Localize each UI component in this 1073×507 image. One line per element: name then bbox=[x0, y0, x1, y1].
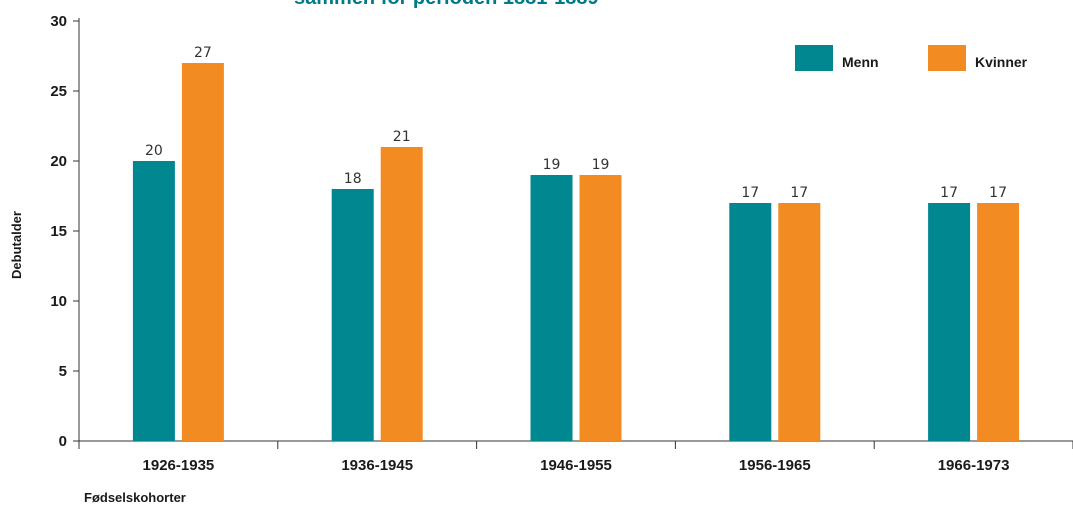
y-tick-label: 30 bbox=[50, 13, 67, 30]
bar-kvinner bbox=[181, 63, 224, 441]
bars bbox=[132, 63, 1020, 441]
data-label-kvinner: 19 bbox=[592, 157, 610, 173]
bar-menn bbox=[530, 175, 573, 441]
data-label-kvinner: 21 bbox=[393, 129, 411, 145]
y-tick-label: 20 bbox=[50, 153, 67, 170]
y-axis-title: Debutalder bbox=[9, 211, 24, 279]
bar-kvinner bbox=[380, 147, 423, 441]
x-axis: 1926-1935 1936-1945 1946-1955 1956-1965 1966… bbox=[78, 440, 1073, 474]
y-tick-label: 25 bbox=[50, 83, 67, 100]
x-axis-title: Fødselskohorter bbox=[84, 490, 186, 505]
data-label-menn: 18 bbox=[344, 171, 362, 187]
y-tick-label: 0 bbox=[59, 433, 67, 450]
bar-menn bbox=[928, 203, 971, 441]
chart-title-fragment: sammen for perioden 1881-1889 bbox=[294, 0, 599, 9]
x-category-label: 1926-1935 bbox=[143, 457, 215, 474]
bar-menn bbox=[729, 203, 772, 441]
x-category-label: 1956-1965 bbox=[739, 457, 811, 474]
legend-label-menn: Menn bbox=[842, 54, 879, 70]
bar-menn bbox=[132, 161, 175, 441]
data-label-kvinner: 17 bbox=[989, 185, 1007, 201]
legend-swatch-kvinner bbox=[928, 45, 966, 71]
bar-kvinner bbox=[977, 203, 1020, 441]
y-tick-label: 5 bbox=[59, 363, 67, 380]
y-axis: 0 5 10 15 20 25 30 bbox=[50, 13, 80, 450]
y-tick-label: 10 bbox=[50, 293, 67, 310]
x-category-label: 1936-1945 bbox=[341, 457, 413, 474]
bar-menn bbox=[331, 189, 374, 441]
x-category-label: 1966-1973 bbox=[938, 457, 1010, 474]
bar-kvinner bbox=[579, 175, 622, 441]
y-tick-label: 15 bbox=[50, 223, 67, 240]
legend-label-kvinner: Kvinner bbox=[975, 54, 1028, 70]
data-label-menn: 17 bbox=[940, 185, 958, 201]
data-label-kvinner: 17 bbox=[790, 185, 808, 201]
data-labels: 20 27 18 21 19 19 17 17 17 17 bbox=[145, 45, 1007, 201]
x-category-label: 1946-1955 bbox=[540, 457, 612, 474]
data-label-menn: 19 bbox=[543, 157, 561, 173]
legend-swatch-menn bbox=[795, 45, 833, 71]
data-label-menn: 20 bbox=[145, 143, 163, 159]
data-label-kvinner: 27 bbox=[194, 45, 212, 61]
bar-kvinner bbox=[778, 203, 821, 441]
legend: Menn Kvinner bbox=[795, 45, 1028, 71]
data-label-menn: 17 bbox=[741, 185, 759, 201]
